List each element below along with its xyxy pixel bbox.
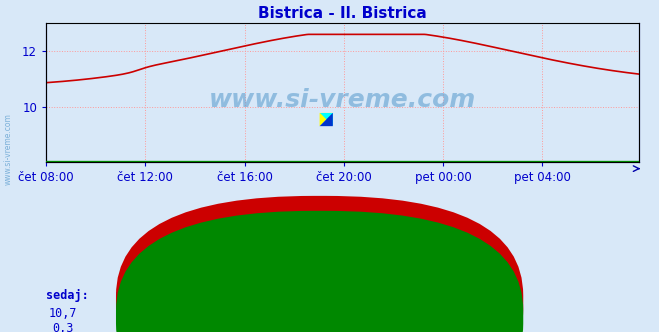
Text: 0,3: 0,3 [52, 322, 73, 332]
Text: www.si-vreme.com: www.si-vreme.com [209, 88, 476, 112]
Title: Bistrica - Il. Bistrica: Bistrica - Il. Bistrica [258, 6, 427, 21]
Text: min.:: min.: [115, 289, 151, 302]
Text: www.si-vreme.com: www.si-vreme.com [3, 114, 13, 185]
Text: maks.:: maks.: [247, 289, 290, 302]
Text: 10,6: 10,6 [117, 307, 146, 320]
Text: Slovenija / reke in morje.: Slovenija / reke in morje. [237, 244, 422, 257]
Text: 0,3: 0,3 [253, 322, 274, 332]
Text: 0,3: 0,3 [121, 322, 142, 332]
Text: 0,3: 0,3 [187, 322, 208, 332]
Text: pretok[m3/s]: pretok[m3/s] [330, 322, 415, 332]
Text: Bistrica - Il. Bistrica: Bistrica - Il. Bistrica [330, 289, 494, 302]
Text: 12,6: 12,6 [249, 307, 278, 320]
Text: povpr.:: povpr.: [181, 289, 231, 302]
Text: 10,7: 10,7 [48, 307, 77, 320]
Text: temperatura[C]: temperatura[C] [330, 307, 429, 320]
Text: zadnji dan / 5 minut.: zadnji dan / 5 minut. [254, 262, 405, 275]
Text: 11,4: 11,4 [183, 307, 212, 320]
Text: Meritve: povprečne  Enote: metrične  Črta: ne: Meritve: povprečne Enote: metrične Črta:… [169, 281, 490, 295]
Text: sedaj:: sedaj: [46, 289, 89, 302]
